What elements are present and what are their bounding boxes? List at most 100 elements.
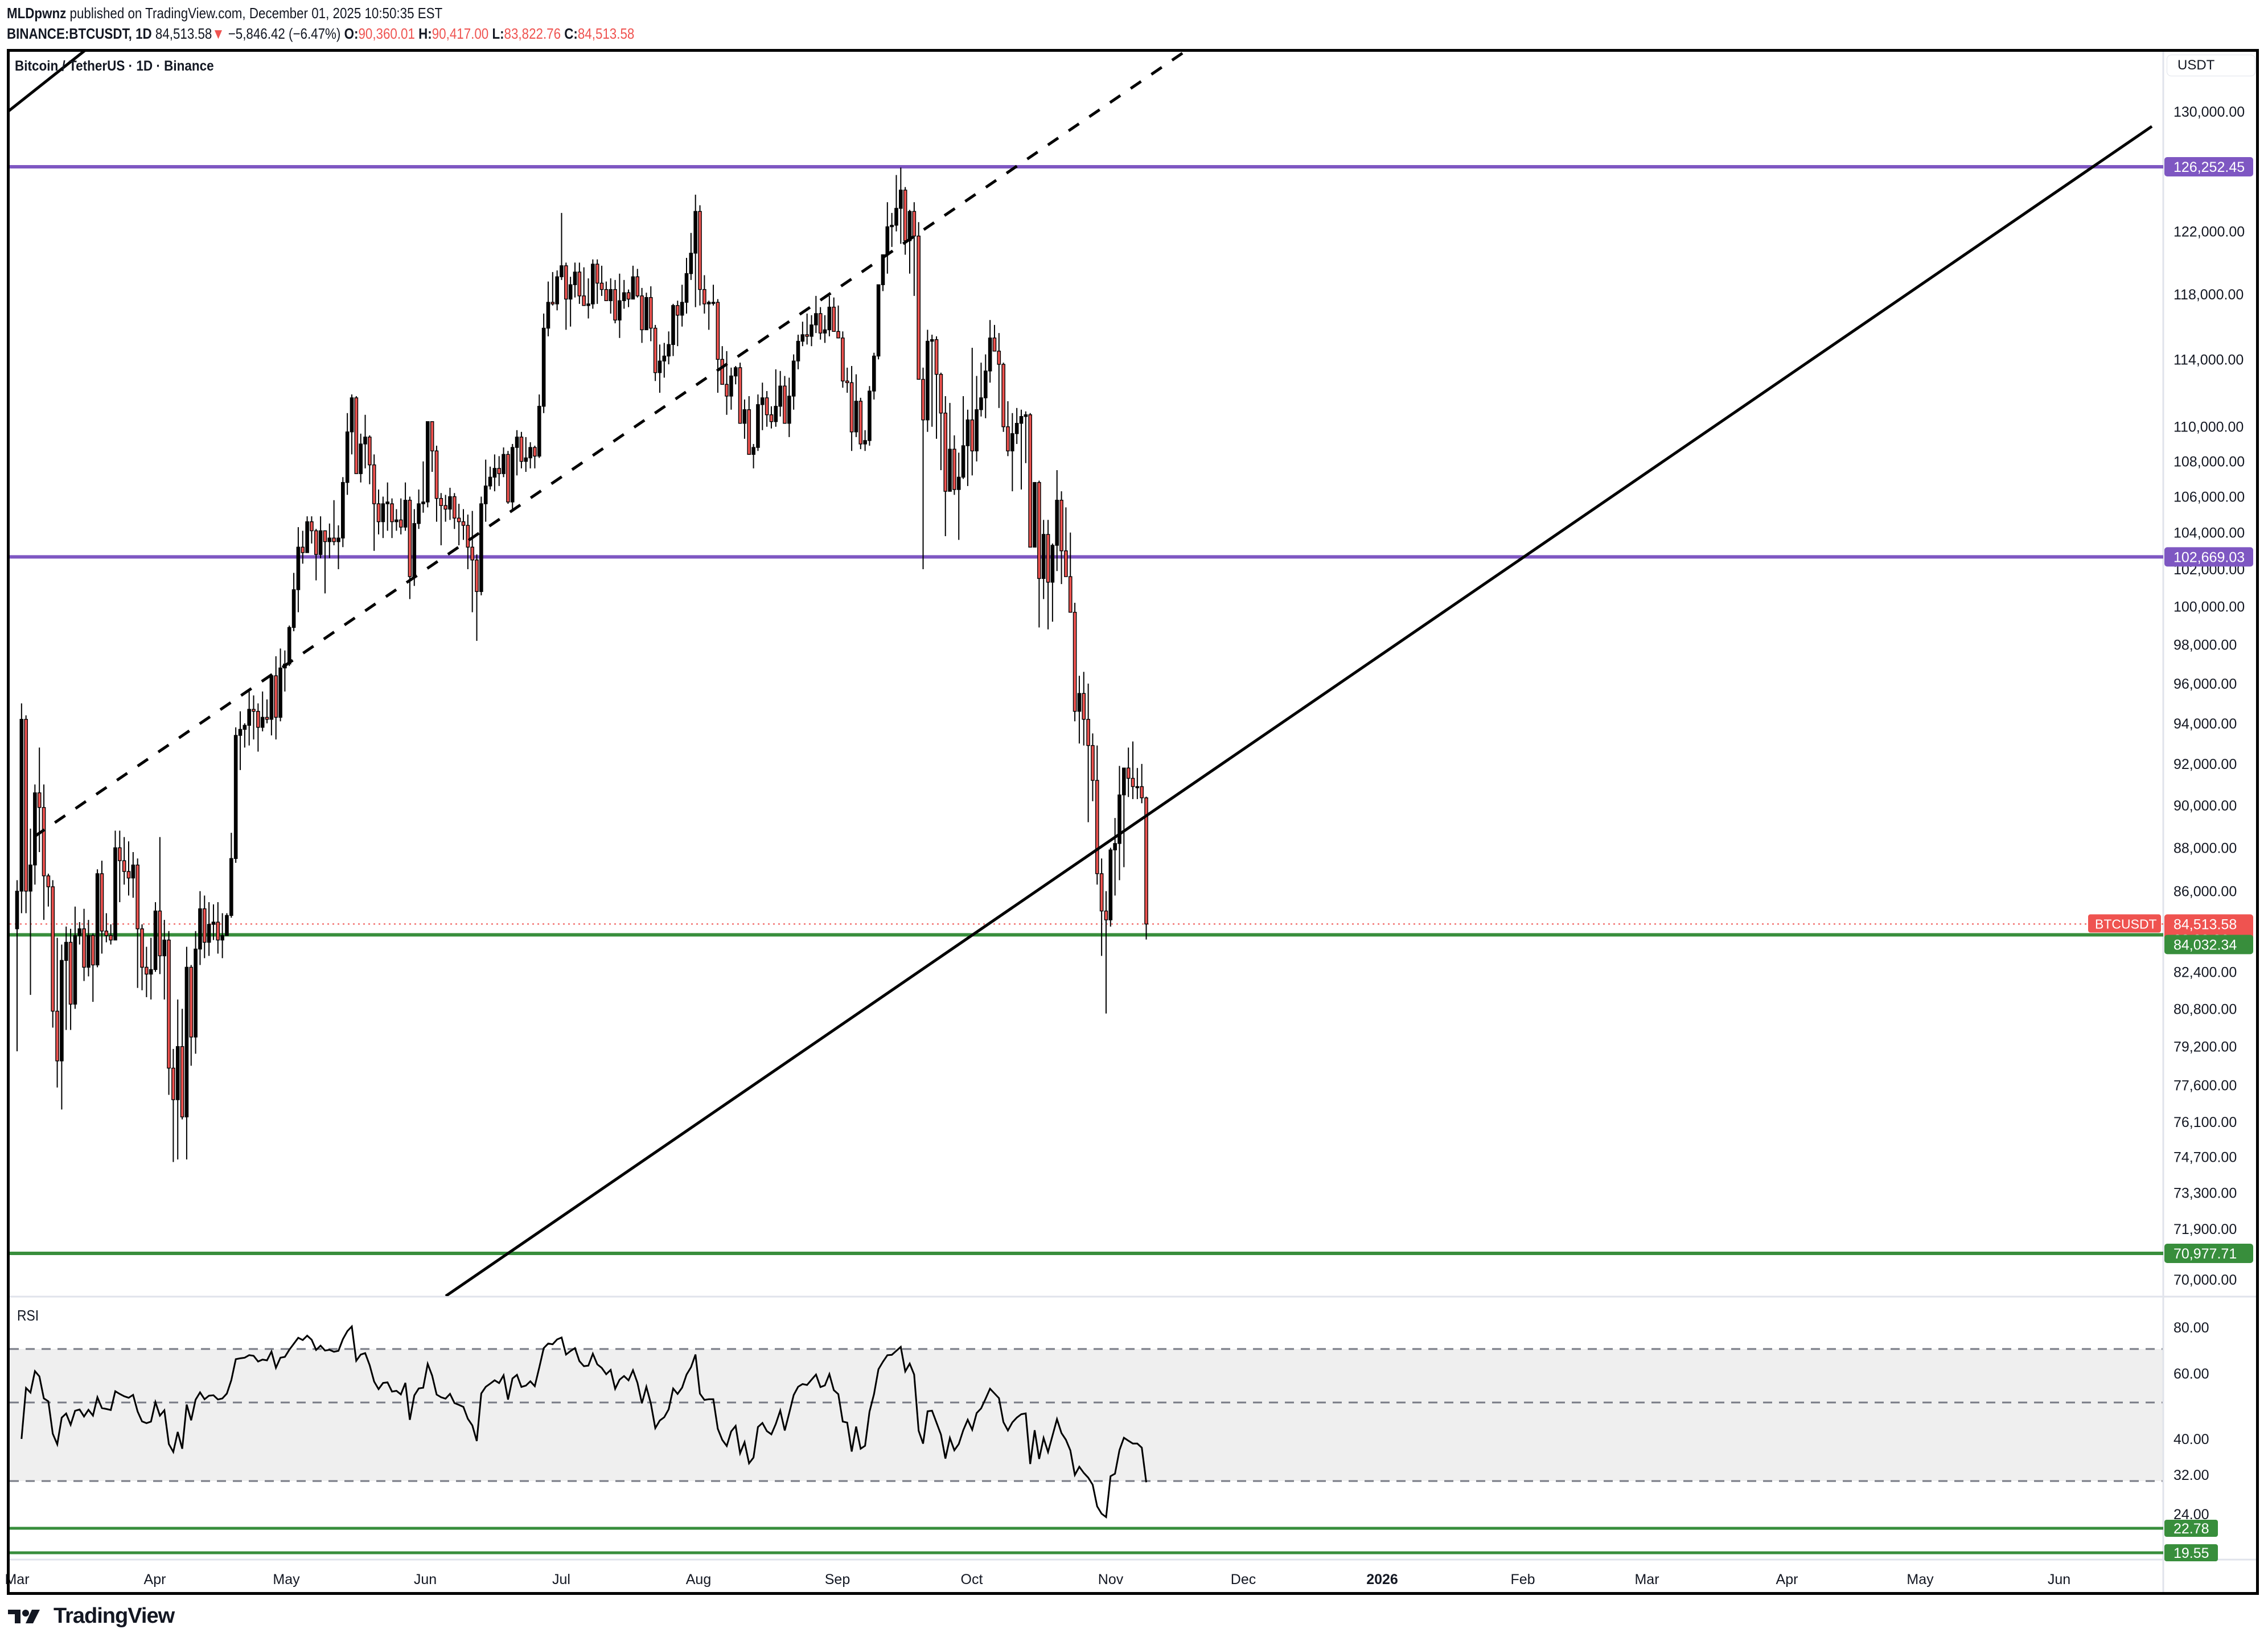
bearish-candle (849, 382, 854, 433)
bearish-candle (252, 709, 256, 712)
time-tick-label: Apr (144, 1572, 166, 1587)
bullish-candle (810, 324, 813, 337)
time-tick-label: Jul (552, 1572, 570, 1587)
tradingview-logo[interactable]: TradingView (7, 1604, 175, 1628)
bullish-candle (899, 190, 903, 209)
symbol-tag (2088, 914, 2161, 933)
bearish-candle (118, 847, 122, 861)
dashed-trendline[interactable] (33, 50, 1188, 838)
close-label: C: (564, 25, 578, 42)
trendlines[interactable] (8, 50, 2153, 1296)
bearish-candle (912, 211, 917, 237)
bearish-candle (180, 1046, 184, 1118)
rsi-band (10, 1349, 2163, 1481)
bearish-candle (970, 419, 975, 451)
bullish-candle (502, 454, 506, 474)
bullish-candle (693, 211, 697, 254)
bearish-candle (274, 675, 278, 718)
bearish-candle (858, 401, 863, 445)
currency-label[interactable]: USDT (2167, 55, 2255, 76)
bullish-candle (872, 355, 876, 392)
bearish-candle (145, 966, 149, 975)
bullish-candle (243, 725, 247, 730)
solid-trendline[interactable] (445, 125, 2153, 1296)
bullish-candle (751, 447, 755, 455)
bearish-candle (314, 530, 318, 555)
bearish-candle (747, 409, 751, 455)
bullish-candle (948, 449, 952, 492)
time-tick-label: Mar (1634, 1572, 1659, 1587)
bullish-candle (483, 486, 488, 504)
price-axis[interactable]: 130,000.00 122,000.00 118,000.00 114,000.00… (2174, 104, 2245, 1288)
bearish-candle (189, 966, 194, 1038)
bearish-candle (265, 717, 269, 720)
bearish-candle (550, 302, 555, 305)
price-tick-label: 74,700.00 (2174, 1150, 2237, 1166)
price-tick-label: 79,200.00 (2174, 1039, 2237, 1055)
price-tick-label: 114,000.00 (2174, 352, 2244, 368)
bullish-candle (658, 360, 662, 373)
bullish-candle (492, 468, 497, 478)
bearish-candle (126, 871, 131, 879)
bearish-candle (497, 468, 502, 474)
bullish-candle (586, 303, 590, 306)
price-tick-label: 108,000.00 (2174, 454, 2245, 470)
bearish-candle (1126, 767, 1131, 779)
time-tick-label: Jun (2048, 1572, 2070, 1587)
price-tick-label: 122,000.00 (2174, 224, 2245, 240)
rsi-label: RSI (17, 1307, 39, 1324)
price-tick-label: 77,600.00 (2174, 1077, 2237, 1093)
bearish-candle (443, 505, 447, 510)
bearish-candle (1046, 534, 1050, 583)
bearish-candle (604, 289, 609, 301)
svg-text:BTCUSDT: BTCUSDT (2095, 916, 2157, 931)
time-tick-label: Nov (1098, 1572, 1124, 1587)
bearish-candle (783, 385, 787, 424)
bearish-candle (1001, 364, 1005, 427)
bearish-candle (1091, 745, 1095, 781)
author-name[interactable]: MLDpwnz (7, 5, 67, 22)
bullish-candle (863, 440, 867, 445)
bullish-candle (711, 302, 716, 304)
horizontal-levels[interactable] (10, 164, 2163, 1255)
bearish-candle (475, 560, 479, 592)
bearish-candle (323, 530, 327, 542)
bullish-candle (73, 935, 77, 1005)
bullish-candle (225, 915, 229, 936)
svg-text:84,032.34: 84,032.34 (2174, 937, 2237, 953)
bearish-candle (533, 447, 537, 457)
price-tag (2164, 935, 2253, 955)
bullish-candle (814, 313, 818, 326)
bullish-candle (385, 501, 390, 504)
time-axis[interactable]: Mar Apr May Jun Jul Aug Sep Oct Nov Dec 2026 Feb Mar… (5, 1572, 2070, 1587)
bullish-candle (233, 735, 238, 859)
bearish-candle (769, 414, 774, 422)
bullish-candle (1108, 849, 1113, 920)
bearish-candle (37, 792, 42, 808)
time-tick-label: 2026 (1366, 1572, 1398, 1587)
bullish-candle (881, 254, 885, 285)
bullish-candle (291, 589, 296, 628)
bullish-candle (296, 546, 301, 590)
bullish-candle (760, 397, 765, 405)
svg-text:84,513.58: 84,513.58 (2174, 916, 2237, 932)
bullish-candle (211, 922, 216, 925)
rsi-levels[interactable] (10, 1527, 2163, 1554)
bullish-candle (488, 476, 492, 487)
bullish-candle (153, 910, 158, 970)
solid-trendline[interactable] (8, 50, 86, 112)
price-tick-label: 82,400.00 (2174, 964, 2237, 980)
price-tick-label: 94,000.00 (2174, 716, 2237, 732)
time-tick-label: May (273, 1572, 300, 1587)
bullish-candle (19, 719, 24, 892)
bullish-candle (479, 503, 483, 592)
bullish-candle (644, 297, 648, 331)
bullish-candle (555, 276, 559, 305)
bearish-candle (457, 517, 461, 523)
rsi-line (20, 1325, 1147, 1519)
price-tick-label: 80,800.00 (2174, 1001, 2237, 1017)
bearish-candle (439, 497, 443, 506)
bearish-candle (104, 931, 109, 936)
